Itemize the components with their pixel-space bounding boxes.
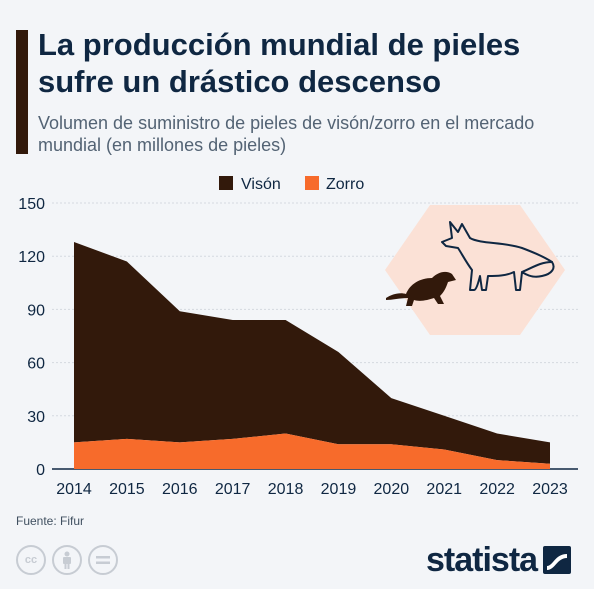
x-axis-ticks: 2014 2015 2016 2017 2018 2019 2020 2021 2022 2023 <box>56 481 568 498</box>
illustration-badge <box>385 205 565 335</box>
y-tick-label: 90 <box>27 302 45 319</box>
equal-icon[interactable] <box>88 545 118 575</box>
person-icon[interactable] <box>52 545 82 575</box>
equal-glyph <box>96 556 110 564</box>
statista-wordmark: statista <box>426 541 538 579</box>
y-tick-label: 150 <box>18 196 45 213</box>
legend-swatch-zorro <box>305 176 319 190</box>
y-tick-label: 0 <box>36 462 45 479</box>
chart-subtitle: Volumen de suministro de pieles de visón… <box>38 113 535 155</box>
source-note: Fuente: Fifur <box>16 514 85 528</box>
x-tick-label: 2023 <box>532 481 568 498</box>
x-tick-label: 2015 <box>109 481 145 498</box>
y-tick-label: 60 <box>27 356 45 373</box>
y-axis-ticks: 0 30 60 90 120 150 <box>18 196 45 479</box>
fox-icon <box>441 221 555 291</box>
x-tick-label: 2014 <box>56 481 92 498</box>
x-tick-label: 2020 <box>374 481 410 498</box>
creative-commons-icon[interactable]: cc <box>16 545 46 575</box>
statista-mark-icon <box>543 546 572 574</box>
x-tick-label: 2019 <box>321 481 357 498</box>
chart-title: La producción mundial de pieles sufre un… <box>38 27 521 99</box>
title-accent-bar <box>16 30 28 154</box>
mink-icon <box>386 271 456 306</box>
area-series-zorro <box>74 433 550 469</box>
x-tick-label: 2022 <box>479 481 515 498</box>
area-series-vison <box>74 242 550 464</box>
x-tick-label: 2017 <box>215 481 251 498</box>
person-glyph <box>63 551 71 569</box>
badge-hexagon <box>385 205 565 335</box>
y-tick-label: 120 <box>18 249 45 266</box>
x-tick-label: 2018 <box>268 481 304 498</box>
legend-label-zorro: Zorro <box>326 176 364 193</box>
statista-logo[interactable]: statista <box>426 540 572 580</box>
legend-label-vison: Visón <box>241 176 281 193</box>
legend: Visón Zorro <box>219 176 364 193</box>
y-tick-label: 30 <box>27 409 45 426</box>
x-tick-label: 2021 <box>426 481 462 498</box>
legend-swatch-vison <box>219 176 233 190</box>
x-tick-label: 2016 <box>162 481 198 498</box>
